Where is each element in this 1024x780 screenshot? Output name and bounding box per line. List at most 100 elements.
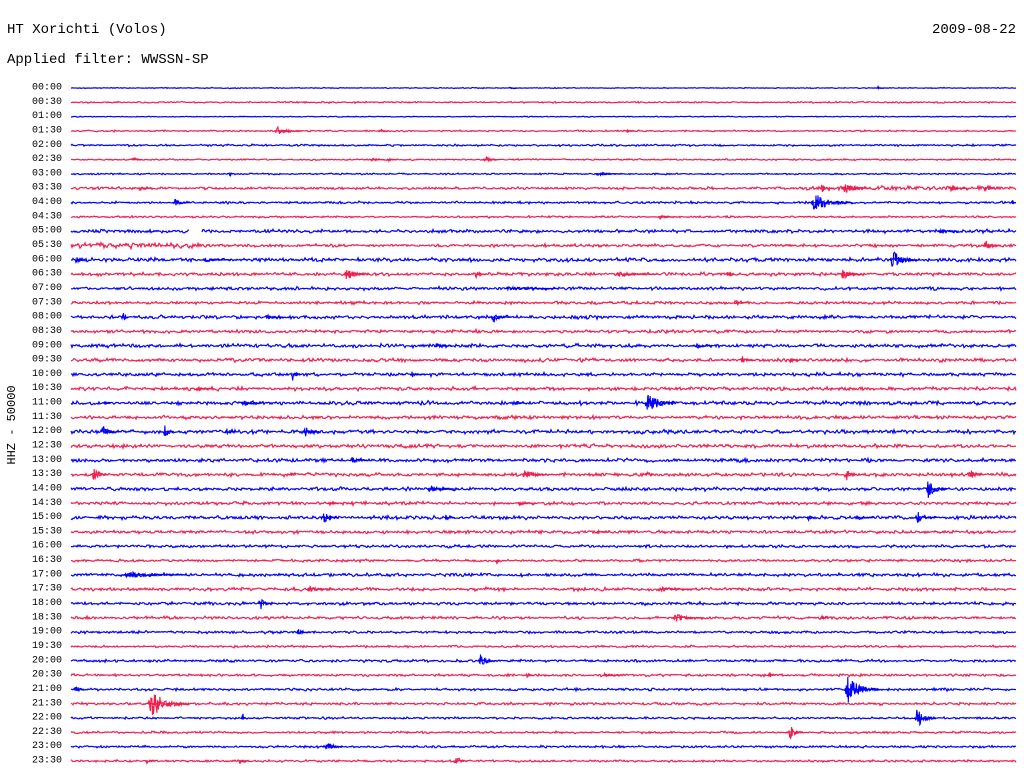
trace-09-30	[70, 356, 1017, 364]
trace-event-13-30-6	[968, 470, 983, 478]
time-label-17-30: 17:30	[32, 584, 62, 595]
time-label-07-00: 07:00	[32, 283, 62, 294]
time-label-08-30: 08:30	[32, 326, 62, 337]
trace-event-17-00-1	[122, 570, 187, 579]
trace-event-05-00-1	[937, 227, 959, 235]
trace-00-00	[70, 86, 1017, 90]
trace-event-05-30-1	[982, 240, 1001, 249]
trace-01-30	[70, 129, 1017, 133]
trace-event-13-30-4	[645, 470, 654, 477]
trace-event-00-00-1	[508, 86, 517, 90]
time-label-20-00: 20:00	[32, 655, 62, 666]
time-label-16-00: 16:00	[32, 541, 62, 552]
trace-event-15-00-1	[320, 513, 339, 524]
trace-event-22-30-1	[788, 726, 803, 740]
trace-19-30	[70, 644, 1017, 649]
trace-event-21-00-2	[843, 676, 880, 703]
trace-01-00	[70, 115, 1017, 118]
trace-event-08-00-1	[120, 312, 130, 321]
trace-event-20-30-3	[768, 672, 777, 678]
trace-event-11-00-3	[514, 400, 526, 406]
trace-event-14-00-1	[426, 485, 456, 493]
time-label-02-00: 02:00	[32, 140, 62, 151]
trace-event-21-30-1	[146, 694, 190, 715]
trace-event-04-30-1	[657, 214, 676, 220]
trace-04-00	[70, 199, 1017, 206]
time-label-19-30: 19:30	[32, 641, 62, 652]
trace-event-06-30-3	[615, 270, 658, 278]
time-label-09-30: 09:30	[32, 355, 62, 366]
trace-event-02-30-3	[385, 157, 397, 163]
time-label-01-30: 01:30	[32, 125, 62, 136]
trace-16-30	[70, 558, 1017, 564]
trace-15-30	[70, 528, 1017, 536]
time-label-19-00: 19:00	[32, 627, 62, 638]
trace-00-30	[70, 100, 1017, 105]
time-label-11-00: 11:00	[32, 398, 62, 409]
trace-05-30	[70, 240, 1017, 251]
trace-event-07-00-1	[504, 285, 557, 292]
time-label-00-30: 00:30	[32, 97, 62, 108]
trace-event-03-30-3	[841, 184, 871, 193]
trace-event-06-00-3	[889, 251, 919, 268]
trace-event-14-30-2	[517, 500, 536, 507]
trace-08-30	[70, 327, 1017, 335]
time-label-07-30: 07:30	[32, 297, 62, 308]
trace-event-11-00-4	[644, 394, 677, 410]
trace-event-12-00-2	[162, 425, 175, 436]
trace-event-10-00-1	[290, 371, 302, 381]
trace-event-09-00-2	[694, 344, 713, 350]
trace-event-10-00-2	[410, 371, 422, 378]
trace-event-22-00-2	[914, 709, 937, 727]
time-label-12-30: 12:30	[32, 441, 62, 452]
trace-event-18-30-1	[672, 613, 705, 622]
trace-event-18-00-1	[257, 598, 273, 610]
trace-event-03-30-2	[820, 184, 835, 193]
time-label-01-00: 01:00	[32, 111, 62, 122]
time-label-13-30: 13:30	[32, 469, 62, 480]
trace-18-00	[70, 600, 1017, 607]
trace-event-01-30-1	[274, 125, 304, 135]
trace-event-20-30-1	[525, 672, 534, 678]
trace-21-30	[70, 701, 1017, 707]
time-label-08-00: 08:00	[32, 312, 62, 323]
trace-event-03-30-4	[950, 185, 968, 191]
trace-event-17-30-1	[306, 585, 336, 593]
time-label-18-00: 18:00	[32, 598, 62, 609]
trace-event-13-30-5	[844, 470, 857, 481]
trace-event-22-00-1	[240, 713, 247, 720]
trace-event-01-30-3	[626, 128, 634, 133]
trace-event-06-30-4	[726, 270, 735, 277]
trace-06-30	[70, 270, 1017, 278]
trace-23-00	[70, 744, 1017, 750]
trace-event-13-00-1	[349, 457, 368, 464]
trace-event-12-00-3	[224, 428, 236, 436]
trace-14-30	[70, 499, 1017, 507]
trace-event-02-30-2	[370, 157, 385, 162]
trace-event-04-00-2	[810, 195, 853, 211]
trace-event-02-30-4	[482, 155, 501, 163]
trace-event-08-00-2	[265, 313, 284, 320]
trace-event-06-30-1	[343, 270, 370, 280]
trace-event-15-00-4	[855, 515, 874, 521]
trace-event-06-30-5	[840, 269, 862, 280]
trace-event-13-30-2	[288, 471, 297, 477]
trace-event-19-00-1	[296, 629, 311, 636]
time-label-15-30: 15:30	[32, 526, 62, 537]
filter-label: Applied filter: WWSSN-SP	[7, 52, 209, 68]
trace-event-21-00-1	[73, 686, 85, 692]
trace-event-06-00-1	[74, 257, 86, 264]
trace-event-04-00-3	[1011, 200, 1016, 205]
trace-event-10-30-1	[196, 385, 214, 392]
trace-event-13-30-1	[90, 469, 109, 481]
trace-12-30	[70, 442, 1017, 451]
time-label-22-00: 22:00	[32, 713, 62, 724]
trace-event-14-00-2	[925, 481, 948, 498]
time-label-17-00: 17:00	[32, 569, 62, 580]
time-label-22-30: 22:30	[32, 727, 62, 738]
time-label-18-30: 18:30	[32, 612, 62, 623]
trace-event-02-30-1	[131, 157, 143, 161]
time-label-06-00: 06:00	[32, 254, 62, 265]
time-label-21-30: 21:30	[32, 698, 62, 709]
trace-event-15-00-3	[806, 515, 815, 523]
